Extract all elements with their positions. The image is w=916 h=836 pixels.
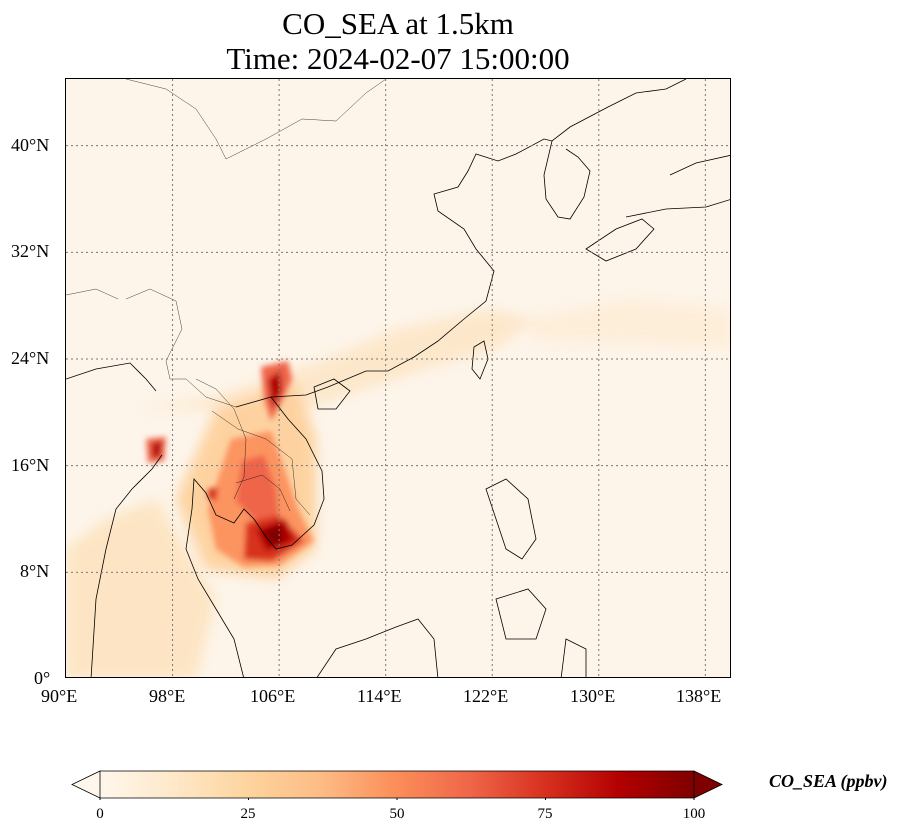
lon-tick-label: 114°E (357, 686, 402, 706)
lat-tick-label: 32°N (11, 241, 50, 261)
coastlines (66, 79, 730, 677)
lon-tick-label: 98°E (149, 686, 186, 706)
lon-tick-label: 106°E (250, 686, 296, 706)
colorbar-svg (71, 770, 723, 800)
colorbar-tick-label: 25 (240, 806, 256, 822)
colorbar-min-extend (71, 770, 101, 799)
colorbar-tick-label: 0 (96, 806, 104, 822)
gridlines (66, 79, 730, 677)
title-line-1: CO_SEA at 1.5km (282, 6, 514, 41)
lat-tick-label: 40°N (11, 135, 50, 155)
lat-tick-label: 0° (34, 668, 51, 688)
lon-tick-label: 130°E (570, 686, 616, 706)
co-concentration-field (66, 299, 730, 677)
lon-tick-label: 138°E (676, 686, 722, 706)
lon-tick-label: 90°E (41, 686, 78, 706)
lon-tick-label: 122°E (463, 686, 509, 706)
title-line-2: Time: 2024-02-07 15:00:00 (226, 41, 570, 76)
colorbar-tick-label: 100 (682, 806, 706, 822)
plot-title: CO_SEA at 1.5km Time: 2024-02-07 15:00:0… (65, 6, 731, 76)
country-borders (66, 79, 387, 516)
map-svg (66, 79, 730, 677)
colorbar-tick-label: 50 (389, 806, 405, 822)
colorbar-max-extend (693, 770, 723, 799)
lat-tick-label: 8°N (20, 561, 50, 581)
colorbar-title: CO_SEA (ppbv) (769, 771, 888, 791)
colorbar-tick-label: 75 (537, 806, 553, 822)
map-panel[interactable] (65, 78, 731, 678)
lat-tick-label: 16°N (11, 455, 50, 475)
lat-tick-label: 24°N (11, 348, 50, 368)
